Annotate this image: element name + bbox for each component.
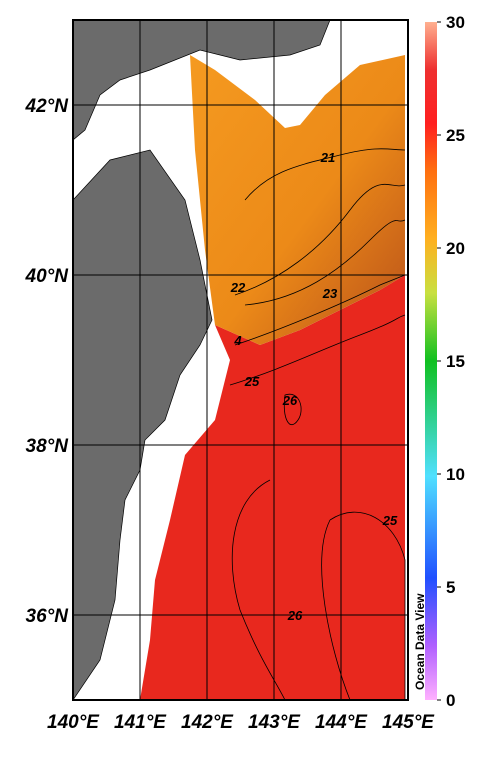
- contour-line: [229, 314, 406, 386]
- contour-label: 4: [233, 333, 242, 348]
- colorbar-label: 0: [446, 691, 455, 710]
- colorbar-label: 20: [446, 239, 465, 258]
- x-tick-label: 144°E: [315, 712, 368, 733]
- ocean-warm: [140, 275, 405, 700]
- contour-label: 26: [282, 393, 298, 408]
- contour-label: 22: [230, 280, 246, 295]
- contour-label: 23: [322, 286, 338, 301]
- land-hokkaido: [73, 20, 331, 141]
- x-tick-label: 143°E: [248, 712, 301, 733]
- x-tick-label: 145°E: [382, 712, 435, 733]
- contour-label: 25: [244, 374, 260, 389]
- y-tick-label: 40°N: [25, 266, 70, 287]
- map-frame: [72, 19, 409, 701]
- colorbar: [425, 22, 437, 700]
- x-tick-label: 141°E: [114, 712, 167, 733]
- contour-label: 25: [382, 513, 398, 528]
- colorbar-label: 10: [446, 465, 465, 484]
- contour-line: [283, 393, 302, 426]
- x-tick-label: 142°E: [181, 712, 234, 733]
- watermark: Ocean Data View: [413, 593, 427, 690]
- contour-line: [231, 479, 286, 700]
- colorbar-label: 5: [446, 578, 455, 597]
- contour-line: [244, 219, 406, 306]
- contour-label: 21: [320, 150, 335, 165]
- contour-label: 26: [287, 608, 303, 623]
- colorbar-label: 15: [446, 352, 465, 371]
- contour-line: [244, 148, 406, 201]
- colorbar-label: 25: [446, 126, 465, 145]
- map-area: 21 22 23 4 25 26 26 25: [73, 20, 408, 700]
- contour-line: [234, 274, 406, 346]
- y-tick-label: 42°N: [25, 96, 70, 117]
- ocean-cool: [190, 55, 405, 345]
- x-tick-label: 140°E: [47, 712, 100, 733]
- contour-line: [234, 183, 406, 296]
- y-tick-label: 36°N: [26, 606, 70, 627]
- y-tick-label: 38°N: [26, 436, 70, 457]
- land-honshu: [73, 149, 213, 700]
- colorbar-label: 30: [446, 13, 465, 32]
